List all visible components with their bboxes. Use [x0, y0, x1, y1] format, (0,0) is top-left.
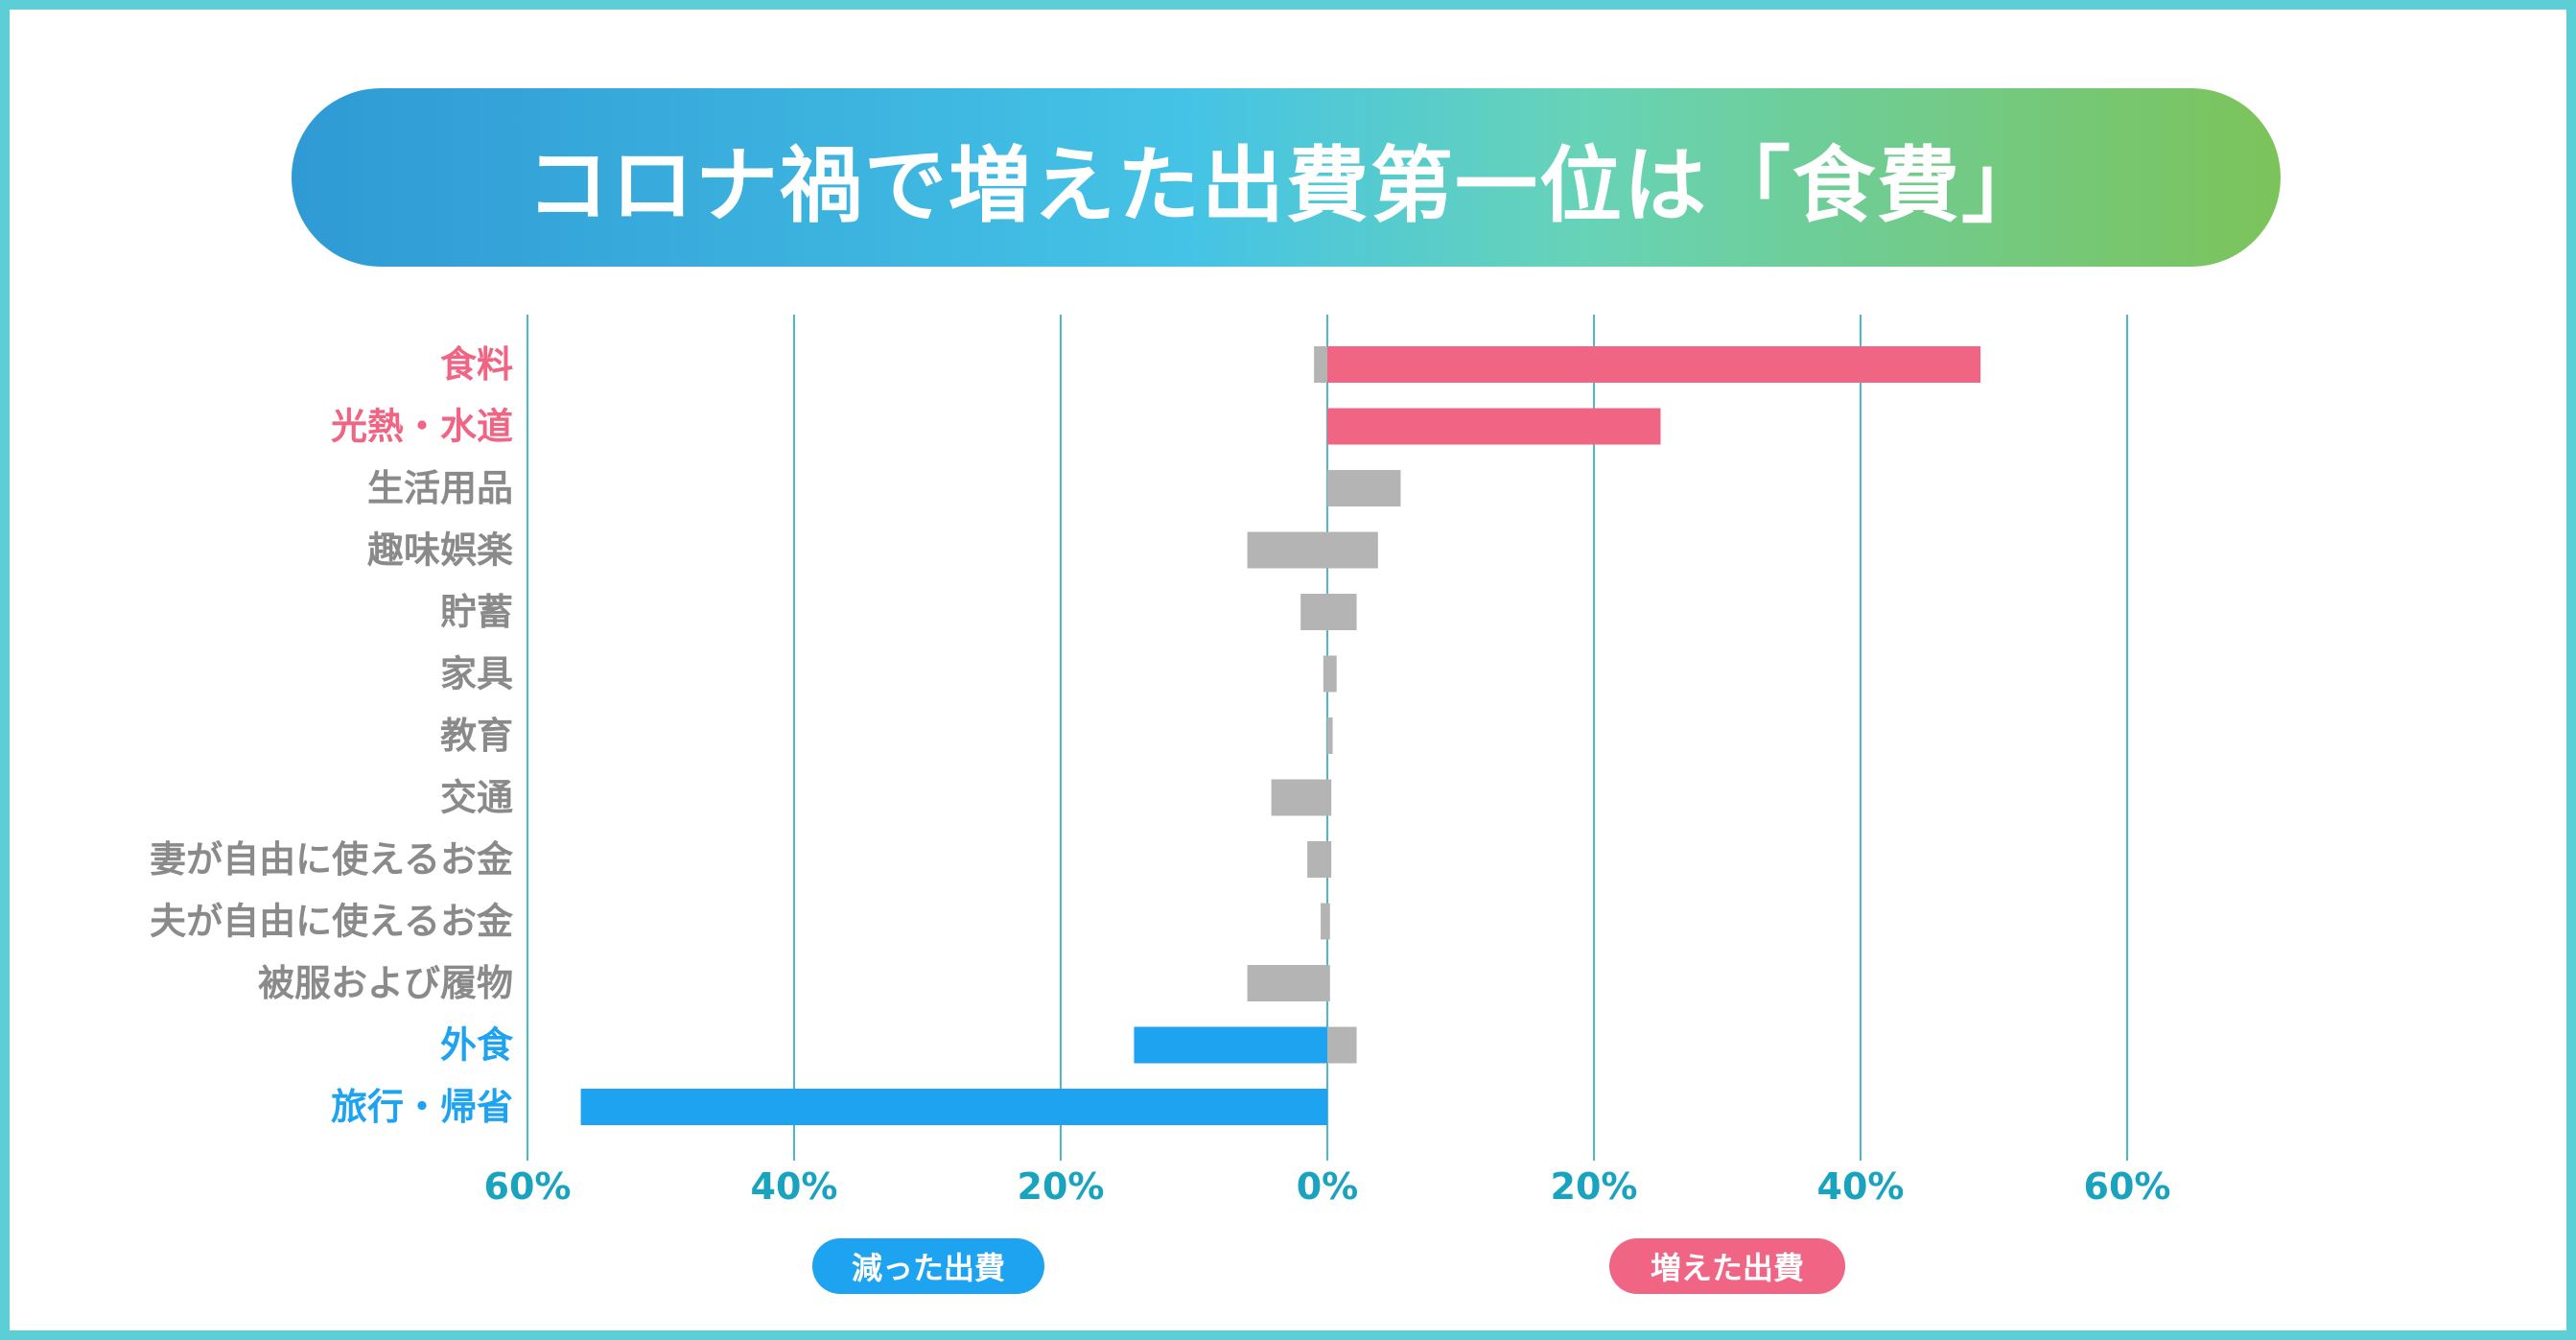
bar-positive — [1327, 655, 1337, 693]
x-tick-label: 20% — [1551, 1165, 1638, 1208]
bar-negative — [1271, 779, 1327, 816]
bar-negative — [1134, 1026, 1327, 1064]
bar-positive — [1327, 470, 1401, 506]
category-label: 食料 — [440, 343, 513, 386]
category-label: 被服および履物 — [258, 962, 513, 1004]
bar-positive — [1327, 408, 1661, 445]
category-label: 外食 — [440, 1024, 514, 1067]
bar-positive — [1327, 1026, 1357, 1064]
chart-title: コロナ禍で増えた出費第一位は「食費」 — [527, 137, 2046, 234]
legend-increase: 増えた出費 — [1609, 1238, 1845, 1294]
bar-positive — [1327, 903, 1330, 940]
category-label: 妻が自由に使えるお金 — [150, 838, 514, 881]
bar-positive — [1327, 965, 1330, 1001]
legend-decrease: 減った出費 — [812, 1238, 1044, 1294]
category-label: 生活用品 — [367, 467, 513, 509]
x-tick-label: 60% — [484, 1165, 572, 1208]
x-tick-label: 20% — [1018, 1165, 1105, 1208]
bar-negative — [1247, 965, 1327, 1001]
category-label: 貯蓄 — [440, 591, 513, 633]
category-label: 旅行・帰省 — [331, 1086, 513, 1128]
bar-positive — [1327, 717, 1333, 754]
category-label: 交通 — [440, 777, 513, 819]
bar-negative — [1307, 841, 1327, 878]
bar-positive — [1327, 346, 1981, 383]
legend-increase-label: 増えた出費 — [1650, 1250, 1804, 1286]
bar-negative — [1314, 346, 1327, 383]
category-label: 光熱・水道 — [331, 406, 513, 448]
x-tick-label: 40% — [751, 1165, 838, 1208]
bar-positive — [1327, 531, 1378, 569]
category-label: 趣味娯楽 — [367, 529, 513, 572]
bar-negative — [1247, 531, 1327, 569]
bar-positive — [1327, 841, 1332, 878]
category-label: 家具 — [440, 653, 513, 695]
bar-negative — [1300, 594, 1327, 630]
category-label: 夫が自由に使えるお金 — [150, 901, 514, 943]
x-tick-label: 60% — [2084, 1165, 2171, 1208]
category-label: 教育 — [440, 715, 513, 757]
bar-negative — [1321, 903, 1327, 940]
legend-decrease-label: 減った出費 — [851, 1250, 1005, 1286]
bar-positive — [1327, 594, 1357, 630]
title-banner: コロナ禍で増えた出費第一位は「食費」 — [292, 88, 2281, 267]
bar-positive — [1327, 779, 1332, 816]
x-tick-label: 40% — [1817, 1165, 1905, 1208]
bar-negative — [580, 1089, 1327, 1125]
x-tick-label: 0% — [1297, 1165, 1359, 1208]
bar-negative — [1323, 655, 1327, 693]
